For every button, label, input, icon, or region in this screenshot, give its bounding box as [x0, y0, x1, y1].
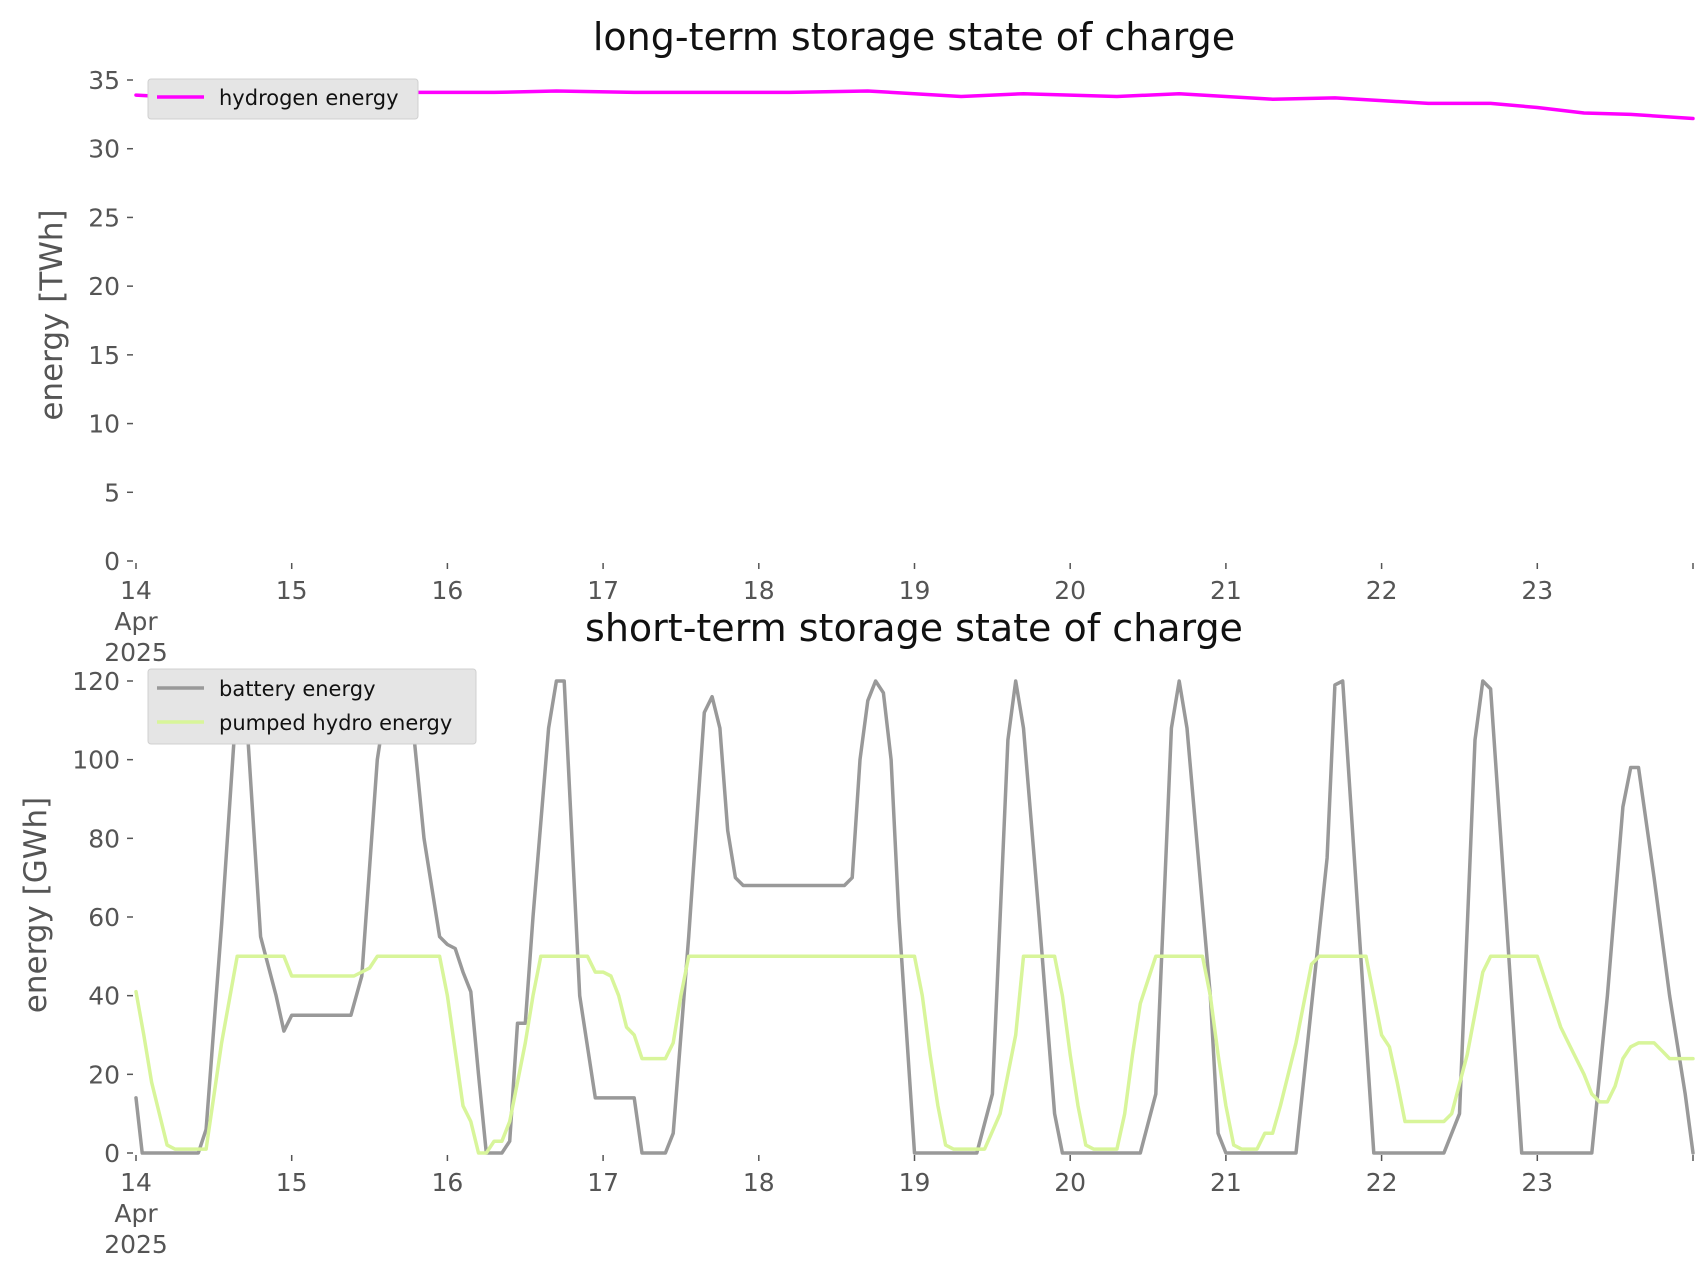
x-tick-label: 14 Apr 2025 — [104, 576, 168, 667]
y-tick-label: 5 — [104, 478, 120, 507]
x-tick-label: 19 — [899, 576, 931, 605]
y-tick-label: 120 — [72, 667, 120, 696]
y-ticks-short-term: 0 20 40 60 80 100 120 — [72, 667, 133, 1168]
y-axis-label-long-term: energy [TWh] — [34, 209, 70, 420]
y-tick-label: 80 — [88, 824, 120, 853]
x-ticks-long-term: 14 Apr 2025 15 16 17 18 19 20 21 22 23 — [104, 563, 1694, 667]
x-tick-label: 17 — [587, 576, 619, 605]
x-tick-label: 22 — [1366, 1168, 1398, 1197]
x-tick-label: 18 — [743, 576, 775, 605]
y-tick-label: 0 — [104, 1139, 120, 1168]
legend-label-hydrogen-energy: hydrogen energy — [219, 86, 399, 110]
chart-title-long-term: long-term storage state of charge — [593, 15, 1235, 59]
series-line-hydrogen-energy — [134, 89, 1695, 121]
y-tick-label: 0 — [104, 547, 120, 576]
x-tick-label: 17 — [587, 1168, 619, 1197]
x-ticks-short-term: 14 Apr 2025 15 16 17 18 19 20 21 22 23 — [104, 1155, 1694, 1259]
series-short-term — [134, 679, 1695, 1155]
x-tick-label: 23 — [1521, 576, 1553, 605]
y-tick-label: 100 — [72, 746, 120, 775]
chart-title-short-term: short-term storage state of charge — [585, 606, 1243, 650]
x-tick-label: 14 Apr 2025 — [104, 1168, 168, 1259]
legend-short-term: battery energy pumped hydro energy — [147, 668, 477, 745]
series-long-term — [134, 89, 1695, 121]
y-tick-label: 15 — [88, 341, 120, 370]
x-tick-label: 15 — [276, 1168, 308, 1197]
x-tick-label: 21 — [1210, 576, 1242, 605]
y-ticks-long-term: 0 5 10 15 20 25 30 35 — [88, 66, 133, 576]
y-tick-label: 20 — [88, 1060, 120, 1089]
y-tick-label: 35 — [88, 66, 120, 95]
x-tick-label: 20 — [1054, 1168, 1086, 1197]
y-tick-label: 10 — [88, 410, 120, 439]
long-term-chart: long-term storage state of charge energy… — [34, 15, 1695, 667]
legend-long-term: hydrogen energy — [147, 78, 419, 120]
y-tick-label: 30 — [88, 135, 120, 164]
legend-box-long-term — [147, 78, 419, 120]
short-term-chart: short-term storage state of charge energ… — [18, 606, 1695, 1259]
y-axis-label-short-term: energy [GWh] — [18, 797, 54, 1013]
y-tick-label: 60 — [88, 903, 120, 932]
legend-label-pumped-hydro-energy: pumped hydro energy — [219, 711, 452, 735]
x-tick-label: 21 — [1210, 1168, 1242, 1197]
series-line-pumped-hydro-energy — [134, 954, 1695, 1155]
x-tick-label: 15 — [276, 576, 308, 605]
legend-label-battery-energy: battery energy — [219, 677, 376, 701]
x-tick-label: 18 — [743, 1168, 775, 1197]
y-tick-label: 40 — [88, 982, 120, 1011]
x-tick-label: 23 — [1521, 1168, 1553, 1197]
x-tick-label: 16 — [431, 1168, 463, 1197]
x-tick-label: 20 — [1054, 576, 1086, 605]
x-tick-label: 22 — [1366, 576, 1398, 605]
y-tick-label: 25 — [88, 203, 120, 232]
legend-box-short-term — [147, 668, 477, 745]
y-tick-label: 20 — [88, 272, 120, 301]
x-tick-label: 19 — [899, 1168, 931, 1197]
x-tick-label: 16 — [431, 576, 463, 605]
